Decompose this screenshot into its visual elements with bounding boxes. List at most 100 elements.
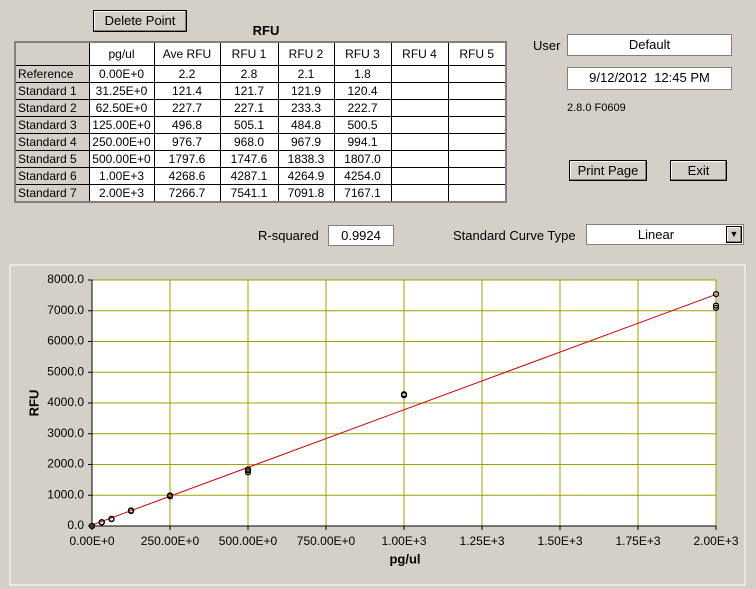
curve-type-label: Standard Curve Type [453, 228, 576, 243]
x-tick-label: 250.00E+0 [141, 534, 200, 548]
cell [390, 99, 449, 117]
data-point [108, 516, 115, 523]
print-page-button[interactable]: Print Page [569, 160, 647, 181]
table-row: Standard 1 31.25E+0 121.4 121.7 121.9 120.4 [14, 82, 507, 100]
table-row: Standard 7 2.00E+3 7266.7 7541.1 7091.8 7167.… [14, 184, 507, 203]
cell [447, 65, 507, 83]
x-tick-label: 0.00E+0 [69, 534, 114, 548]
cell: 2.8 [219, 65, 279, 83]
cell: 7266.7 [153, 184, 221, 203]
cell: 1838.3 [277, 150, 335, 168]
cell: 968.0 [219, 133, 279, 151]
cell: 4287.1 [219, 167, 279, 185]
cell [390, 82, 449, 100]
y-tick-label: 4000.0 [47, 395, 84, 409]
cell: 1.00E+3 [88, 167, 155, 185]
header-row: pg/ul Ave RFU RFU 1 RFU 2 RFU 3 RFU 4 RFU 5 [14, 41, 507, 66]
cell: 1797.6 [153, 150, 221, 168]
cell: 505.1 [219, 116, 279, 134]
y-tick-label: 6000.0 [47, 334, 84, 348]
data-point [98, 519, 105, 526]
x-tick-label: 1.00E+3 [381, 534, 426, 548]
cell: 62.50E+0 [88, 99, 155, 117]
y-tick-label: 5000.0 [47, 364, 84, 378]
curve-type-dropdown[interactable]: Linear [586, 224, 744, 245]
cell [390, 150, 449, 168]
cell: 500.5 [333, 116, 392, 134]
user-field[interactable]: Default [567, 34, 732, 56]
cell: 222.7 [333, 99, 392, 117]
cell: 121.4 [153, 82, 221, 100]
column-header: pg/ul [88, 41, 155, 66]
cell: 121.7 [219, 82, 279, 100]
table-row: Standard 6 1.00E+3 4268.6 4287.1 4264.9 4254.… [14, 167, 507, 185]
row-label: Standard 4 [14, 133, 90, 151]
cell: 7167.1 [333, 184, 392, 203]
x-tick-label: 500.00E+0 [219, 534, 278, 548]
cell: 976.7 [153, 133, 221, 151]
table-title: RFU [252, 23, 280, 38]
data-point [166, 492, 174, 499]
cell [390, 184, 449, 203]
data-point [712, 302, 720, 309]
cell [390, 116, 449, 134]
cell [447, 167, 507, 185]
fit-line [91, 293, 717, 526]
x-axis-label: pg/ul [389, 551, 420, 566]
user-label: User [533, 38, 561, 53]
cell [447, 82, 507, 100]
column-header: Ave RFU [153, 41, 221, 66]
version: 2.8.0 F0609 [567, 102, 626, 114]
data-point [400, 392, 408, 399]
table-row: Standard 3 125.00E+0 496.8 505.1 484.8 500.5 [14, 116, 507, 134]
data-point [712, 291, 720, 298]
row-label: Standard 5 [14, 150, 90, 168]
cell [390, 167, 449, 185]
corner-cell [14, 41, 90, 66]
row-label: Standard 7 [14, 184, 90, 203]
row-label: Standard 2 [14, 99, 90, 117]
row-label: Standard 6 [14, 167, 90, 185]
x-tick-label: 1.25E+3 [459, 534, 504, 548]
cell: 500.00E+0 [88, 150, 155, 168]
r-squared-field: 0.9924 [328, 225, 394, 246]
y-axis-label: RFU [26, 390, 41, 417]
row-label: Standard 1 [14, 82, 90, 100]
x-tick-label: 2.00E+3 [693, 534, 738, 548]
cell: 2.1 [277, 65, 335, 83]
row-label: Reference [14, 65, 90, 83]
table-row: Standard 5 500.00E+0 1797.6 1747.6 1838.3 180… [14, 150, 507, 168]
cell [447, 133, 507, 151]
table-row: Reference 0.00E+0 2.2 2.8 2.1 1.8 [14, 65, 507, 83]
cell [447, 184, 507, 203]
dropdown-arrow[interactable]: ▼ [726, 226, 742, 243]
chart: pg/ul RFU 0.0 1000.0 2000.0 3000.0 4000.0 500… [9, 264, 746, 586]
y-tick-label: 7000.0 [47, 303, 84, 317]
x-tick-label: 1.75E+3 [615, 534, 660, 548]
cell [447, 99, 507, 117]
y-tick-label: 0.0 [67, 518, 84, 532]
y-tick-label: 8000.0 [47, 272, 84, 286]
cell: 7091.8 [277, 184, 335, 203]
r-squared-label: R-squared [258, 228, 319, 243]
y-tick-label: 2000.0 [47, 457, 84, 471]
cell [390, 133, 449, 151]
cell: 250.00E+0 [88, 133, 155, 151]
cell: 484.8 [277, 116, 335, 134]
data-point [88, 522, 96, 530]
column-header: RFU 1 [219, 41, 279, 66]
cell [447, 116, 507, 134]
cell: 120.4 [333, 82, 392, 100]
cell: 31.25E+0 [88, 82, 155, 100]
cell: 4268.6 [153, 167, 221, 185]
cell: 496.8 [153, 116, 221, 134]
rfu-table: pg/ul Ave RFU RFU 1 RFU 2 RFU 3 RFU 4 RFU 5 Ref… [14, 41, 507, 203]
exit-button[interactable]: Exit [670, 160, 727, 181]
x-tick-label: 1.50E+3 [537, 534, 582, 548]
table-row: Standard 2 62.50E+0 227.7 227.1 233.3 222.7 [14, 99, 507, 117]
cell: 2.00E+3 [88, 184, 155, 203]
delete-point-button[interactable]: Delete Point [93, 10, 187, 32]
datetime-field: 9/12/2012 12:45 PM [567, 67, 732, 90]
cell: 2.2 [153, 65, 221, 83]
cell [447, 150, 507, 168]
